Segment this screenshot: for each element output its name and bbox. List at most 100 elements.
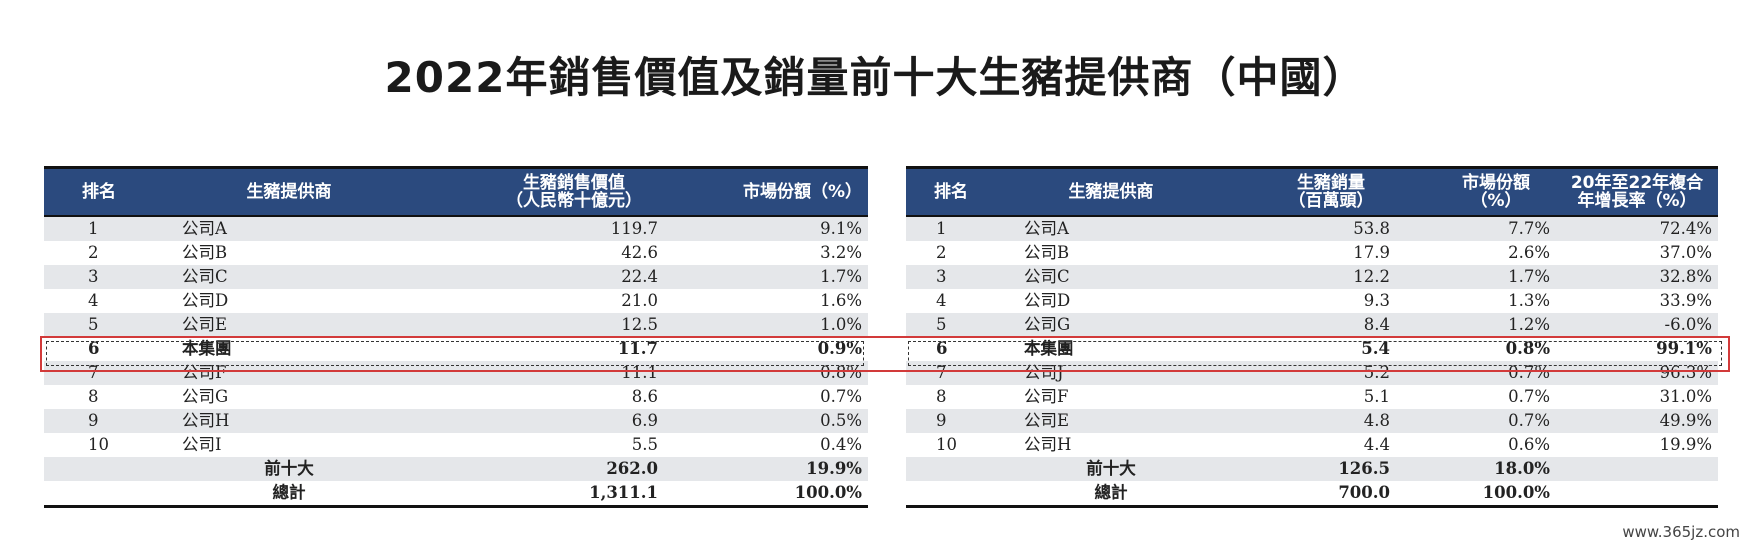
market-share-cell: 9.1% xyxy=(820,219,862,238)
supplier-cell: 公司H xyxy=(1024,435,1072,454)
table-row: 4 公司D 21.0 1.6% xyxy=(44,289,868,313)
sales-value-cell: 12.5 xyxy=(621,315,658,334)
supplier-cell: 公司G xyxy=(182,387,229,406)
header-supplier: 生豬提供商 xyxy=(154,166,424,217)
market-share-cell: 1.7% xyxy=(820,267,862,286)
rank-cell: 5 xyxy=(936,315,947,334)
total-row: 總計 700.0 100.0% xyxy=(906,481,1718,508)
market-share-cell: 3.2% xyxy=(820,243,862,262)
sales-value-cell: 119.7 xyxy=(610,219,658,238)
rank-cell: 10 xyxy=(936,435,957,454)
rank-cell: 4 xyxy=(88,291,99,310)
table-row: 3 公司C 22.4 1.7% xyxy=(44,265,868,289)
rank-cell: 8 xyxy=(88,387,99,406)
rank-cell: 6 xyxy=(88,339,100,358)
table-row: 7 公司F 11.1 0.8% xyxy=(44,361,868,385)
table-row: 5 公司G 8.4 1.2% -6.0% xyxy=(906,313,1718,337)
supplier-cell: 公司B xyxy=(182,243,228,262)
market-share-cell: 0.6% xyxy=(1508,435,1550,454)
table-row: 1 公司A 119.7 9.1% xyxy=(44,216,868,241)
top10-value: 262.0 xyxy=(606,459,658,478)
sales-value-cell: 42.6 xyxy=(621,243,658,262)
supplier-cell: 公司F xyxy=(1024,387,1069,406)
cagr-cell: 33.9% xyxy=(1659,291,1712,310)
rank-cell: 2 xyxy=(936,243,947,262)
supplier-cell: 公司G xyxy=(1024,315,1071,334)
table-row: 8 公司F 5.1 0.7% 31.0% xyxy=(906,385,1718,409)
table-row: 7 公司J 5.2 0.7% 96.3% xyxy=(906,361,1718,385)
cagr-cell: 32.8% xyxy=(1659,267,1712,286)
supplier-cell: 公司A xyxy=(1024,219,1069,238)
rank-cell: 5 xyxy=(88,315,99,334)
table-header-row: 排名 生豬提供商 生豬銷售價值 （人民幣十億元） 市場份額（%） xyxy=(44,166,868,217)
header-cagr-line2: 年增長率（%） xyxy=(1577,191,1697,211)
market-share-cell: 1.6% xyxy=(820,291,862,310)
total-label: 總計 xyxy=(996,481,1226,508)
top10-label: 前十大 xyxy=(1086,459,1136,478)
header-supplier: 生豬提供商 xyxy=(996,166,1226,217)
supplier-cell: 公司B xyxy=(1024,243,1070,262)
rank-cell: 8 xyxy=(936,387,947,406)
supplier-cell: 公司D xyxy=(1024,291,1071,310)
supplier-cell: 公司C xyxy=(182,267,228,286)
supplier-cell: 公司A xyxy=(182,219,227,238)
sales-volume-table: 排名 生豬提供商 生豬銷量 （百萬頭） 市場份額 （%） 20年至22年複合 年… xyxy=(906,166,1718,508)
header-sales-value-line1: 生豬銷售價值 xyxy=(523,173,625,193)
table-row: 2 公司B 42.6 3.2% xyxy=(44,241,868,265)
supplier-cell: 本集團 xyxy=(182,339,232,358)
header-sales-volume-line2: （百萬頭） xyxy=(1288,191,1374,211)
rank-cell: 3 xyxy=(936,267,947,286)
sales-volume-cell: 53.8 xyxy=(1353,219,1390,238)
header-cagr-line1: 20年至22年複合 xyxy=(1570,173,1704,193)
sales-volume-cell: 4.8 xyxy=(1363,411,1390,430)
total-label: 總計 xyxy=(154,481,424,508)
sales-volume-cell: 8.4 xyxy=(1363,315,1390,334)
table-row: 8 公司G 8.6 0.7% xyxy=(44,385,868,409)
sales-volume-cell: 9.3 xyxy=(1363,291,1390,310)
header-sales-volume-line1: 生豬銷量 xyxy=(1297,173,1365,193)
header-market-share-line1: 市場份額 xyxy=(1462,173,1530,193)
table-row: 6 本集團 11.7 0.9% xyxy=(44,337,868,361)
cagr-cell: 96.3% xyxy=(1659,363,1712,382)
sales-value-cell: 5.5 xyxy=(631,435,658,454)
cagr-cell: 49.9% xyxy=(1659,411,1712,430)
total-volume: 700.0 xyxy=(1226,481,1396,508)
supplier-cell: 公司E xyxy=(1024,411,1070,430)
header-sales-volume: 生豬銷量 （百萬頭） xyxy=(1226,166,1396,217)
table-row: 10 公司H 4.4 0.6% 19.9% xyxy=(906,433,1718,457)
cagr-cell: 99.1% xyxy=(1656,339,1712,358)
rank-cell: 1 xyxy=(936,219,947,238)
table-row: 10 公司I 5.5 0.4% xyxy=(44,433,868,457)
sales-value-cell: 8.6 xyxy=(631,387,658,406)
supplier-cell: 公司C xyxy=(1024,267,1070,286)
sales-value-cell: 11.1 xyxy=(621,363,658,382)
rank-cell: 6 xyxy=(936,339,948,358)
table-row: 9 公司E 4.8 0.7% 49.9% xyxy=(906,409,1718,433)
market-share-cell: 1.3% xyxy=(1508,291,1550,310)
sales-volume-cell: 5.1 xyxy=(1363,387,1390,406)
market-share-cell: 0.7% xyxy=(1508,363,1550,382)
table-row: 3 公司C 12.2 1.7% 32.8% xyxy=(906,265,1718,289)
sales-value-cell: 22.4 xyxy=(621,267,658,286)
page-title: 2022年銷售價值及銷量前十大生豬提供商（中國） xyxy=(384,53,1366,102)
market-share-cell: 0.7% xyxy=(820,387,862,406)
rank-cell: 9 xyxy=(88,411,99,430)
sales-value-cell: 21.0 xyxy=(621,291,658,310)
top10-row: 前十大 126.5 18.0% xyxy=(906,457,1718,481)
supplier-cell: 公司H xyxy=(182,411,230,430)
rank-cell: 10 xyxy=(88,435,109,454)
cagr-cell: 19.9% xyxy=(1659,435,1712,454)
market-share-cell: 1.7% xyxy=(1508,267,1550,286)
cagr-cell: -6.0% xyxy=(1664,315,1713,334)
table-row: 2 公司B 17.9 2.6% 37.0% xyxy=(906,241,1718,265)
supplier-cell: 公司E xyxy=(182,315,228,334)
sales-volume-cell: 5.4 xyxy=(1361,339,1390,358)
watermark: www.365jz.com xyxy=(1622,523,1740,541)
market-share-cell: 0.7% xyxy=(1508,387,1550,406)
total-value: 1,311.1 xyxy=(424,481,664,508)
total-share: 100.0% xyxy=(664,481,868,508)
table-row: 5 公司E 12.5 1.0% xyxy=(44,313,868,337)
supplier-cell: 公司J xyxy=(1024,363,1064,382)
top10-row: 前十大 262.0 19.9% xyxy=(44,457,868,481)
table-row: 4 公司D 9.3 1.3% 33.9% xyxy=(906,289,1718,313)
